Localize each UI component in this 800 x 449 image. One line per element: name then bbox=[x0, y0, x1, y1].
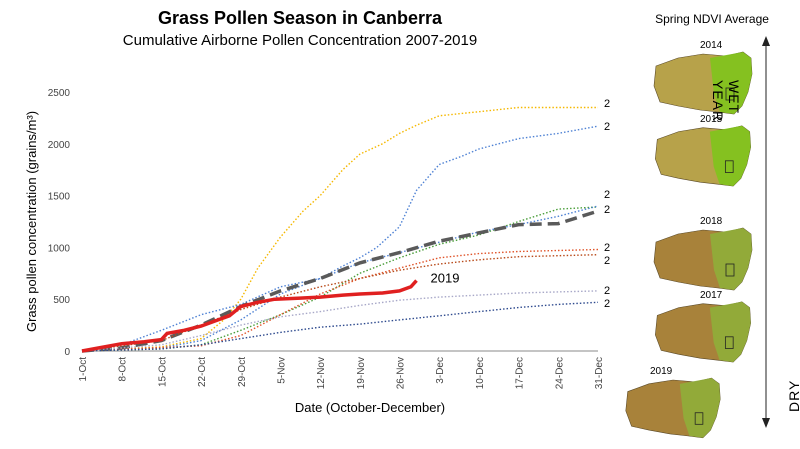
ndvi-map-2014 bbox=[648, 44, 758, 118]
x-tick-label: 10-Dec bbox=[475, 357, 486, 389]
dry-year-label: DRY YEAR bbox=[786, 379, 800, 412]
ndvi-title: Spring NDVI Average bbox=[655, 12, 769, 26]
series-label-2015: 2015 bbox=[604, 121, 610, 133]
series-label-2007: 2007 bbox=[604, 189, 610, 201]
series-label-2017: 2017 bbox=[604, 298, 610, 310]
ndvi-map-2018 bbox=[648, 220, 758, 294]
x-tick-label: 1-Oct bbox=[78, 357, 89, 382]
y-axis-title: Grass pollen concentration (grains/m³) bbox=[24, 111, 39, 332]
y-tick-label: 2500 bbox=[48, 88, 71, 99]
y-tick-label: 500 bbox=[53, 295, 70, 306]
canberra-box bbox=[724, 160, 734, 173]
series-line-2016 bbox=[81, 205, 599, 352]
ndvi-map-2015 bbox=[649, 118, 757, 190]
arrow-down-head bbox=[762, 418, 770, 428]
x-tick-label: 12-Nov bbox=[316, 357, 327, 389]
canberra-box bbox=[725, 263, 735, 277]
series-label-2019: 2019 bbox=[431, 271, 460, 286]
series-label-2018: 2018 bbox=[604, 255, 610, 267]
arrow-up-head bbox=[762, 36, 770, 46]
x-tick-label: 5-Nov bbox=[276, 357, 287, 384]
canberra-box bbox=[725, 87, 735, 101]
canberra-box bbox=[694, 412, 704, 425]
series-line-2017 bbox=[81, 301, 599, 352]
ndvi-panel-2019: 2019 bbox=[620, 366, 726, 442]
x-tick-label: 26-Nov bbox=[396, 357, 407, 389]
wet-dry-arrow bbox=[762, 36, 770, 428]
ndvi-map-2019 bbox=[620, 370, 726, 442]
chart-title: Grass Pollen Season in Canberra bbox=[157, 8, 443, 28]
ndvi-map-2017 bbox=[649, 294, 757, 366]
ndvi-panel-2017: 2017 bbox=[648, 290, 758, 366]
x-tick-label: 19-Nov bbox=[356, 357, 367, 389]
ndvi-year-label: 2014 bbox=[698, 40, 725, 51]
ndvi-year-label: 2017 bbox=[698, 290, 725, 301]
x-tick-label: 22-Oct bbox=[197, 357, 208, 387]
series-label-2014: 2014 bbox=[604, 98, 610, 110]
series-label-2008: 2008 bbox=[604, 242, 610, 254]
canberra-box bbox=[724, 336, 734, 349]
series-line-2008 bbox=[81, 248, 599, 352]
ndvi-panel-2018: 2018 bbox=[648, 216, 758, 294]
x-tick-label: 29-Oct bbox=[237, 357, 248, 387]
y-tick-label: 2000 bbox=[48, 140, 71, 151]
y-tick-label: 0 bbox=[64, 347, 70, 358]
ndvi-year-label: 2015 bbox=[698, 114, 725, 125]
series-label-2016: 2016 bbox=[604, 204, 610, 216]
series-line-2009 bbox=[81, 290, 599, 352]
series-line-2014 bbox=[81, 106, 598, 352]
ndvi-panel-2014: 2014 bbox=[648, 40, 758, 118]
series-line-average bbox=[81, 209, 599, 353]
series-line-2015 bbox=[81, 125, 599, 352]
series-line-2007 bbox=[81, 206, 599, 352]
ndvi-year-label: 2018 bbox=[698, 216, 725, 227]
y-tick-label: 1500 bbox=[48, 192, 71, 203]
x-axis-title: Date (October-December) bbox=[295, 400, 445, 415]
x-tick-label: 3-Dec bbox=[435, 357, 446, 384]
x-tick-label: 8-Oct bbox=[118, 357, 129, 382]
ndvi-panel-2015: 2015 bbox=[648, 114, 758, 190]
y-tick-label: 1000 bbox=[48, 243, 71, 254]
x-tick-label: 24-Dec bbox=[554, 357, 565, 389]
x-tick-label: 17-Dec bbox=[515, 357, 526, 389]
wet-year-label: WET YEAR bbox=[710, 80, 742, 123]
x-tick-label: 15-Oct bbox=[157, 357, 168, 387]
series-label-2009: 2009 bbox=[604, 285, 610, 297]
series-line-2019 bbox=[81, 279, 418, 353]
x-tick-label: 31-Dec bbox=[594, 357, 605, 389]
ndvi-year-label: 2019 bbox=[648, 366, 675, 377]
chart-subtitle: Cumulative Airborne Pollen Concentration… bbox=[122, 32, 478, 49]
pollen-chart: 0 500 1000 1500 2000 2500 1-Oct 8-Oct 15-Oct 22-O… bbox=[24, 88, 610, 415]
